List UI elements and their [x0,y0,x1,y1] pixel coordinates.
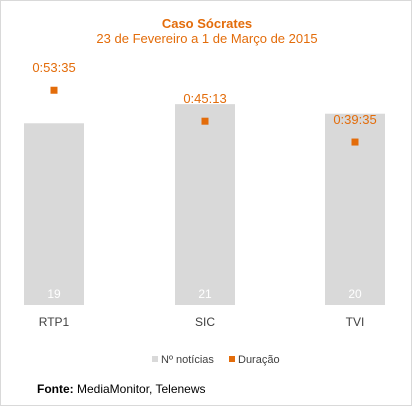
legend-swatch-duracao [229,356,235,362]
bars-group: 19 0:53:35 21 0:45:13 20 0:39:35 [24,60,385,306]
duration-marker-sic [201,117,209,125]
bar-tvi [325,113,385,306]
chart-title: Caso Sócrates [162,16,252,31]
duration-label-sic: 0:45:13 [183,91,226,106]
duration-label-tvi: 0:39:35 [333,112,376,127]
chart-subtitle: 23 de Fevereiro a 1 de Março de 2015 [96,31,317,46]
duration-label-rtp1: 0:53:35 [32,60,75,75]
source-note: Fonte: MediaMonitor, Telenews [37,382,206,396]
bar-rtp1 [24,123,84,306]
x-tick-rtp1: RTP1 [39,315,70,329]
legend-swatch-noticias [152,356,158,362]
legend-label-duracao: Duração [238,354,280,366]
bar-value-label-rtp1: 19 [47,287,61,301]
x-axis-ticks: RTP1 SIC TVI [39,315,365,329]
x-tick-sic: SIC [195,315,215,329]
bar-value-label-tvi: 20 [348,287,362,301]
x-tick-tvi: TVI [346,315,365,329]
legend: Nº notícias Duração [152,354,280,366]
bar-value-label-sic: 21 [198,287,212,301]
source-text: MediaMonitor, Telenews [77,382,206,396]
legend-label-noticias: Nº notícias [161,354,214,366]
duration-marker-tvi [351,138,359,146]
duration-marker-rtp1 [50,86,58,94]
source-label: Fonte: [37,382,74,396]
bar-sic [175,104,235,305]
